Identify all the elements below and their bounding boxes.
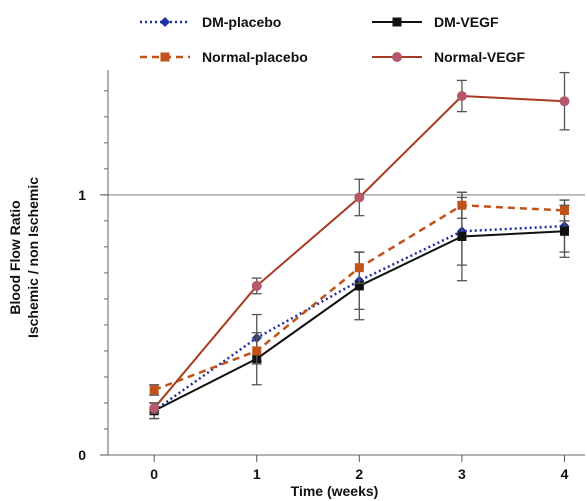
data-point xyxy=(354,281,364,291)
series-layer xyxy=(149,71,570,420)
legend: DM-placebo DM-VEGF Normal-placebo Normal-VE… xyxy=(140,14,525,65)
x-tick-label: 3 xyxy=(458,466,466,482)
legend-label: DM-placebo xyxy=(202,14,281,30)
legend-marker xyxy=(160,17,170,27)
legend-item: DM-placebo xyxy=(140,14,281,30)
data-point xyxy=(456,91,467,102)
series-dm-vegf xyxy=(149,191,570,420)
y-tick-label: 1 xyxy=(78,187,86,203)
x-tick-label: 2 xyxy=(355,466,363,482)
data-point xyxy=(559,226,569,236)
data-point xyxy=(457,231,467,241)
data-point xyxy=(149,403,160,414)
legend-label: Normal-VEGF xyxy=(434,49,525,65)
data-point xyxy=(354,192,365,203)
legend-marker xyxy=(392,17,402,27)
legend-marker xyxy=(392,52,402,62)
x-tick-label: 0 xyxy=(150,466,158,482)
y-axis-title-line-1: Blood Flow Ratio xyxy=(7,200,23,314)
legend-item: Normal-VEGF xyxy=(372,49,525,65)
x-tick-label: 4 xyxy=(561,466,569,482)
series-line xyxy=(153,224,565,412)
data-point xyxy=(559,96,570,107)
x-tick-label: 1 xyxy=(253,466,261,482)
legend-item: DM-VEGF xyxy=(372,14,499,30)
x-axis-title: Time (weeks) xyxy=(291,483,379,499)
legend-marker xyxy=(160,52,170,62)
legend-label: Normal-placebo xyxy=(202,49,308,65)
series-normal-placebo xyxy=(149,191,570,396)
data-point xyxy=(251,280,262,291)
legend-label: DM-VEGF xyxy=(434,14,499,30)
data-point xyxy=(559,205,569,215)
axes: 0 1 0 1 2 3 4 xyxy=(78,70,585,482)
y-axis-title-line-2: Ischemic / non Ischemic xyxy=(25,177,41,338)
legend-item: Normal-placebo xyxy=(140,49,308,65)
series-normal-vegf xyxy=(149,71,570,415)
data-point xyxy=(354,263,364,273)
data-point xyxy=(149,385,159,395)
data-point xyxy=(252,346,262,356)
data-point xyxy=(457,200,467,210)
y-tick-label: 0 xyxy=(78,447,86,463)
